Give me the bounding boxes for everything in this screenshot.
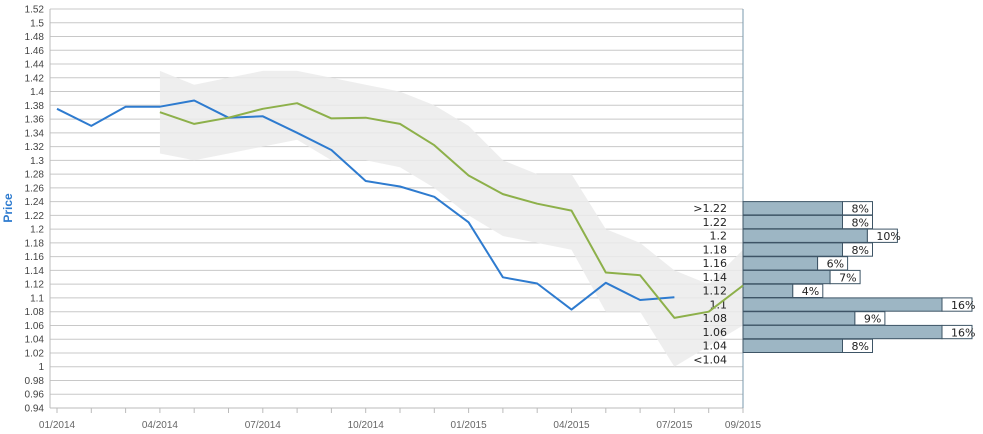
- y-tick-label: 1.5: [30, 18, 44, 29]
- y-axis-title: Price: [1, 193, 15, 223]
- y-tick-label: 1: [38, 362, 44, 373]
- histogram-bin-label: 1.04: [703, 340, 728, 353]
- y-tick-label: 0.94: [25, 404, 45, 415]
- y-tick-label: 1.12: [25, 280, 45, 291]
- histogram-bar: [742, 338, 843, 354]
- y-tick-label: 1.48: [25, 32, 45, 43]
- y-tick-label: 1.14: [25, 266, 45, 277]
- y-tick-label: 1.22: [25, 211, 45, 222]
- y-tick-label: 1.06: [25, 321, 45, 332]
- histogram-bin-label: 1.08: [703, 312, 728, 325]
- histogram-bin-label: 1.14: [703, 271, 728, 284]
- y-tick-label: 1.4: [30, 87, 44, 98]
- histogram-bin-label: 1.16: [703, 257, 728, 270]
- histogram-bin-label: >1.22: [693, 202, 727, 215]
- histogram-bar: [742, 242, 843, 257]
- y-tick-label: 1.28: [25, 170, 45, 181]
- y-tick-label: 1.44: [25, 60, 45, 71]
- y-tick-label: 1.36: [25, 115, 45, 126]
- y-tick-label: 1.38: [25, 101, 45, 112]
- histogram-percent-label: 6%: [827, 258, 844, 271]
- y-tick-label: 0.98: [25, 376, 45, 387]
- histogram-percent-label: 8%: [852, 216, 869, 229]
- histogram-percent-box: [842, 338, 873, 354]
- y-tick-label: 1.04: [25, 335, 45, 346]
- histogram-bin-label: 1.06: [703, 326, 728, 339]
- histogram-percent-label: 8%: [852, 244, 869, 257]
- histogram-bar: [742, 297, 943, 312]
- y-tick-label: 1.34: [25, 128, 45, 139]
- y-tick-label: 1.08: [25, 307, 45, 318]
- histogram-bin-label: 1.2: [710, 230, 728, 243]
- histogram-bin-label: <1.04: [693, 353, 727, 366]
- histogram-percent-box: [829, 269, 861, 285]
- y-tick-label: 1.3: [30, 156, 44, 167]
- y-tick-label: 1.24: [25, 197, 45, 208]
- histogram-bin-label: 1.18: [703, 243, 728, 256]
- y-tick-label: 1.16: [25, 252, 45, 263]
- series-lines: [56, 99, 744, 319]
- y-tick-label: 0.96: [25, 390, 45, 401]
- y-tick-label: 1.18: [25, 238, 45, 249]
- histogram-bar: [742, 311, 856, 326]
- y-tick-label: 1.02: [25, 348, 45, 359]
- x-tick-label: 07/2015: [656, 420, 693, 431]
- y-tick-label: 1.52: [25, 5, 45, 16]
- histogram-bar: [742, 201, 843, 216]
- x-tick-label: 09/2015: [725, 420, 762, 431]
- x-tick-label: 07/2014: [245, 420, 282, 431]
- axis-labels: Price: [1, 193, 15, 223]
- x-tick-label: 04/2015: [553, 420, 590, 431]
- histogram-percent-box: [866, 228, 898, 243]
- y-tick-label: 1.46: [25, 46, 45, 57]
- histogram-bin-label: 1.22: [703, 216, 728, 229]
- y-tick-label: 1.32: [25, 142, 45, 153]
- forecast-band: [159, 70, 743, 367]
- y-tick-label: 1.2: [30, 225, 44, 236]
- x-tick-label: 01/2015: [451, 420, 488, 431]
- histogram-percent-box: [941, 324, 973, 340]
- histogram-percent-label: 8%: [852, 340, 869, 353]
- histogram-percent-label: 9%: [864, 313, 881, 326]
- x-tick-label: 01/2014: [39, 420, 76, 431]
- y-tick-label: 1.26: [25, 183, 45, 194]
- forecast-confidence-band: [159, 70, 743, 367]
- histogram-percent-label: 8%: [852, 203, 869, 216]
- histogram: >1.22 8% 1.22 8% 1.2 10% 1.18 8% 1.16 6% 1.14 7% 1.1…: [693, 201, 975, 366]
- x-tick-label: 04/2014: [142, 420, 179, 431]
- histogram-percent-label: 10%: [876, 230, 900, 243]
- axes: 0.940.960.9811.021.041.061.081.11.121.14…: [25, 5, 762, 432]
- actual-series-line: [56, 99, 675, 311]
- x-tick-label: 10/2014: [348, 420, 385, 431]
- histogram-bar: [742, 256, 819, 271]
- gridlines: [50, 8, 743, 409]
- histogram-percent-box: [842, 242, 873, 257]
- histogram-percent-label: 16%: [951, 326, 975, 339]
- histogram-percent-label: 7%: [839, 271, 856, 284]
- histogram-percent-label: 4%: [802, 285, 819, 298]
- histogram-bar: [742, 269, 831, 285]
- histogram-bar: [742, 228, 868, 243]
- histogram-bar: [742, 214, 843, 230]
- histogram-percent-box: [941, 297, 973, 312]
- histogram-bar: [742, 324, 943, 340]
- forecast-series-line: [159, 102, 744, 319]
- histogram-bin-label: 1.12: [703, 285, 728, 298]
- histogram-percent-label: 16%: [951, 299, 975, 312]
- y-tick-label: 1.42: [25, 73, 45, 84]
- y-tick-label: 1.1: [30, 293, 44, 304]
- histogram-bar: [742, 283, 794, 299]
